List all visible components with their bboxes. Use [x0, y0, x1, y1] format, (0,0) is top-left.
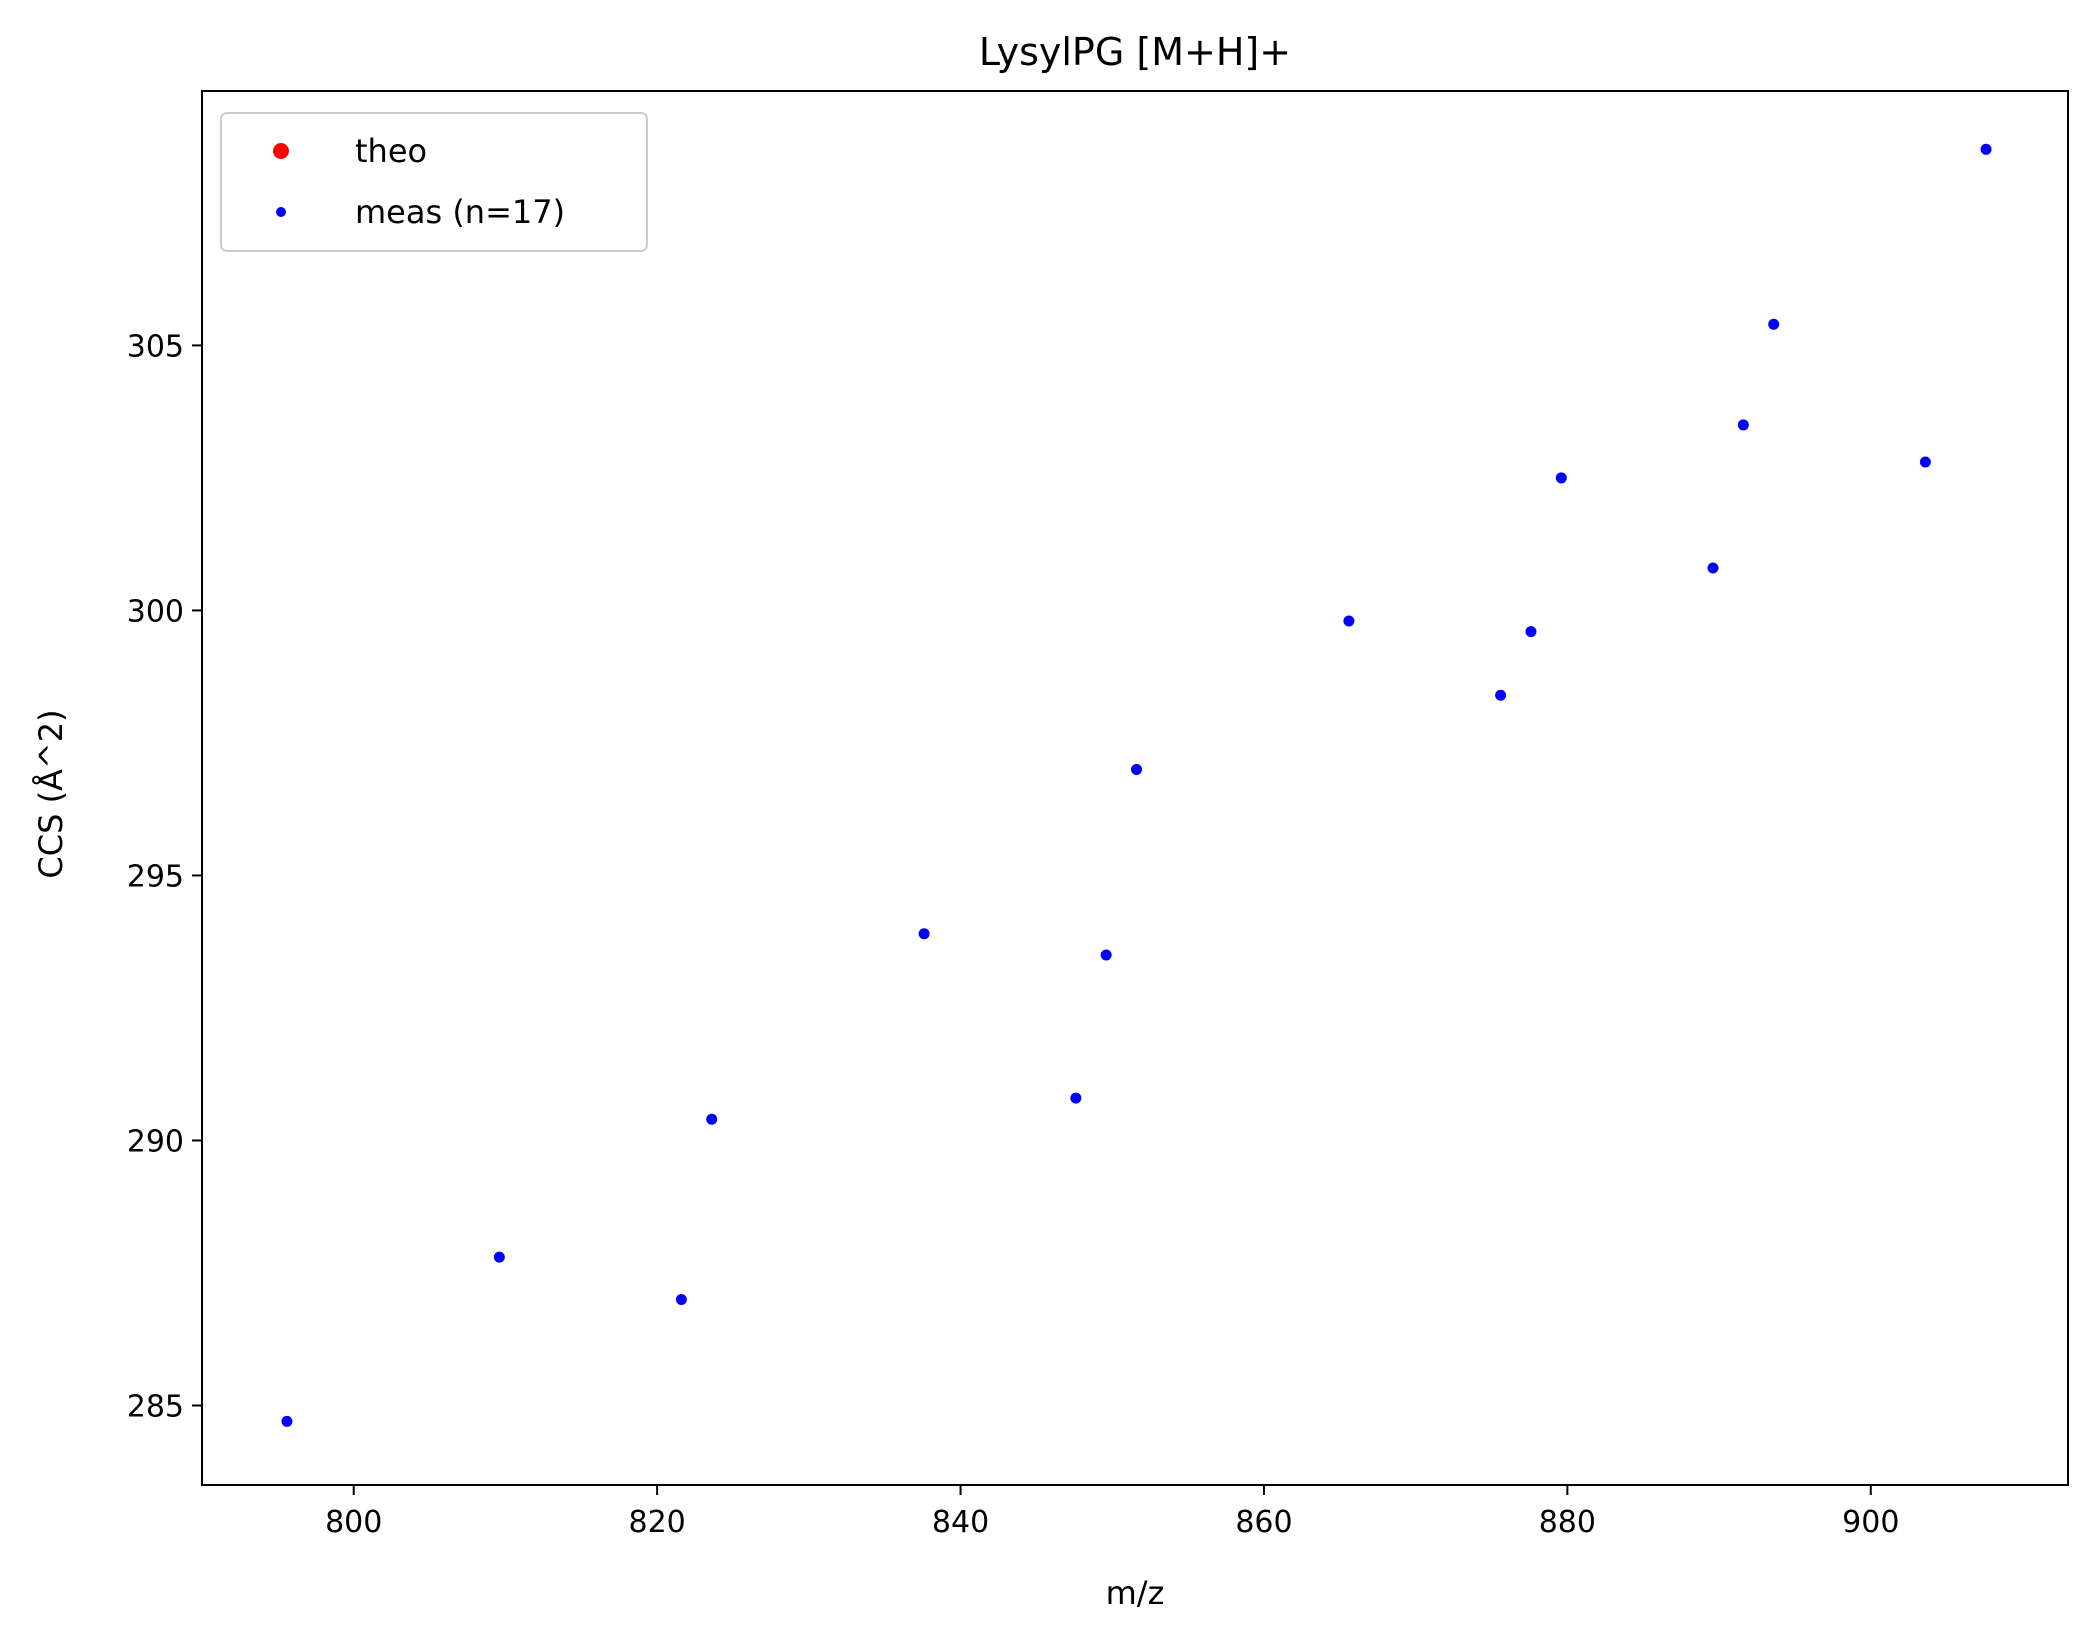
x-tick-label: 820 [628, 1505, 685, 1540]
data-point [1919, 456, 1931, 468]
data-point [1555, 472, 1567, 484]
data-point [1343, 615, 1355, 627]
legend-marker-meas [276, 207, 286, 217]
x-tick-label: 880 [1539, 1505, 1596, 1540]
data-point [281, 1415, 293, 1427]
plot-area-frame [201, 90, 2069, 1486]
legend-label-theo: theo [355, 132, 427, 170]
legend-marker-theo [273, 143, 289, 159]
y-tick-label: 305 [127, 329, 184, 364]
y-tick-label: 295 [127, 859, 184, 894]
y-tick-label: 290 [127, 1124, 184, 1159]
x-tick-label: 860 [1235, 1505, 1292, 1540]
y-tick-label: 285 [127, 1389, 184, 1424]
y-axis-label: CCS (Å^2) [32, 709, 70, 878]
chart-title: LysylPG [M+H]+ [979, 30, 1291, 74]
data-point [1707, 562, 1719, 574]
data-point [706, 1113, 718, 1125]
legend: theo meas (n=17) [220, 112, 648, 252]
data-point [1737, 419, 1749, 431]
x-tick-label: 900 [1842, 1505, 1899, 1540]
data-point [918, 928, 930, 940]
data-points [281, 143, 1992, 1427]
data-point [1495, 689, 1507, 701]
x-axis: 800 820 840 860 880 900 [325, 1485, 1899, 1540]
data-point [493, 1251, 505, 1263]
data-point [1525, 626, 1537, 638]
x-axis-label: m/z [1106, 1574, 1165, 1612]
data-point [1131, 763, 1143, 775]
data-point [1070, 1092, 1082, 1104]
data-point [1100, 949, 1112, 961]
legend-box [220, 112, 648, 252]
y-tick-label: 300 [127, 594, 184, 629]
y-axis: 285 290 295 300 305 [127, 329, 202, 1424]
data-point [1980, 143, 1992, 155]
data-point [1768, 318, 1780, 330]
legend-label-meas: meas (n=17) [355, 193, 565, 231]
data-point [675, 1293, 687, 1305]
x-tick-label: 840 [932, 1505, 989, 1540]
x-tick-label: 800 [325, 1505, 382, 1540]
